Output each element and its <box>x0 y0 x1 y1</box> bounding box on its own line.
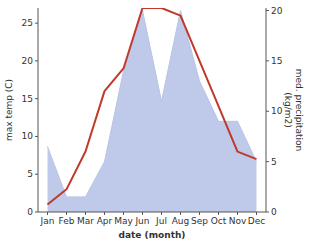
y-tick <box>35 23 38 24</box>
y-axis-label: max temp (C) <box>4 79 14 141</box>
y2-axis-label: med. precipitation(kg/m2) <box>283 69 304 151</box>
y-tick <box>35 98 38 99</box>
x-tick <box>123 212 124 215</box>
y2-tick <box>266 60 269 61</box>
x-tick <box>237 212 238 215</box>
x-tick-label: Oct <box>211 216 227 226</box>
y-tick-label: 20 <box>22 56 34 66</box>
x-axis-line <box>38 212 266 213</box>
y-tick-label: 15 <box>22 94 33 104</box>
x-tick <box>85 212 86 215</box>
x-tick-label: Apr <box>97 216 113 226</box>
y-tick-label: 25 <box>22 18 33 28</box>
x-tick <box>161 212 162 215</box>
x-tick-label: Mar <box>77 216 94 226</box>
x-tick <box>180 212 181 215</box>
y2-axis-label-line: (kg/m2) <box>283 92 293 127</box>
x-tick-label: Sep <box>191 216 208 226</box>
y2-axis-line <box>266 8 267 212</box>
line <box>48 8 257 204</box>
y2-tick-label: 20 <box>271 6 283 16</box>
y2-tick-label: 0 <box>271 207 277 217</box>
chart: 0 5 10 15 20 25 0 5 10 15 20 Jan FebMarAprMayJun Jul A… <box>0 0 318 242</box>
x-tick <box>104 212 105 215</box>
y2-tick <box>266 161 269 162</box>
x-tick-label: May <box>114 216 133 226</box>
x-tick-label: Jan <box>40 216 55 226</box>
y-tick-label: 10 <box>22 131 34 141</box>
x-tick-label: Nov <box>229 216 247 226</box>
x-tick-label: Aug <box>172 216 190 226</box>
x-tick-label: Jun <box>134 216 149 226</box>
y-tick-label: 0 <box>27 207 33 217</box>
y-tick <box>35 136 38 137</box>
x-tick <box>218 212 219 215</box>
x-tick <box>47 212 48 215</box>
chart-container: 0 5 10 15 20 25 0 5 10 15 20 Jan FebMarAprMayJun Jul A… <box>0 0 318 242</box>
y2-tick <box>266 212 269 213</box>
x-tick-label: Jul <box>155 216 167 226</box>
x-tick-label: Feb <box>59 216 75 226</box>
x-tick <box>142 212 143 215</box>
x-axis-label: date (month) <box>119 230 186 240</box>
y2-tick <box>266 10 269 11</box>
y2-axis-label-line: med. precipitation <box>294 69 304 151</box>
x-tick <box>66 212 67 215</box>
area <box>48 11 257 197</box>
x-tick <box>199 212 200 215</box>
y-tick <box>35 60 38 61</box>
y-tick-label: 5 <box>27 169 33 179</box>
plot-area <box>48 8 257 212</box>
y-tick <box>35 174 38 175</box>
x-tick <box>256 212 257 215</box>
y2-tick-label: 15 <box>271 56 282 66</box>
y2-tick <box>266 111 269 112</box>
x-tick-label: Dec <box>248 216 265 226</box>
y-axis-line <box>38 8 39 212</box>
area-fill <box>48 11 257 212</box>
y2-tick-label: 10 <box>271 106 283 116</box>
y-tick <box>35 212 38 213</box>
y2-tick-label: 5 <box>271 157 277 167</box>
